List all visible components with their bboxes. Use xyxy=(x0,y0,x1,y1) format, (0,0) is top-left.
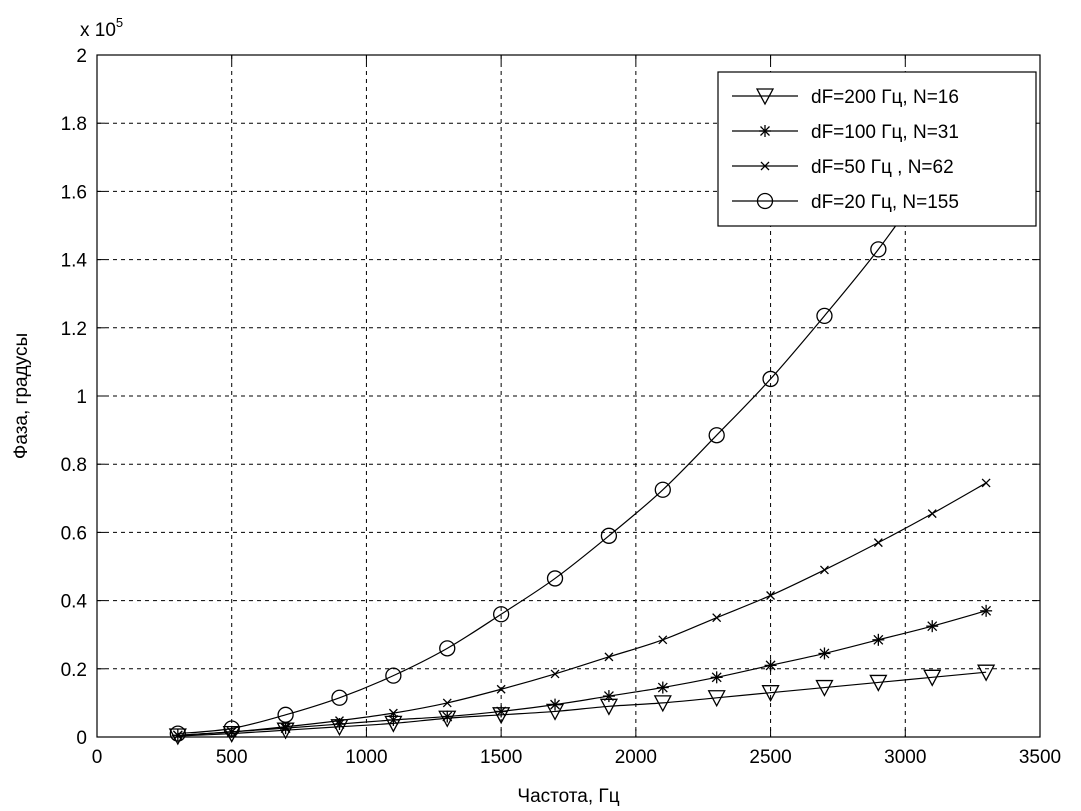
data-point xyxy=(169,725,186,742)
data-point xyxy=(385,667,402,684)
data-point xyxy=(441,710,454,723)
legend-item: dF=100 Гц, N=31 xyxy=(732,122,959,143)
data-point xyxy=(819,565,829,575)
data-point xyxy=(654,481,671,498)
data-point xyxy=(442,698,452,708)
y-tick-label: 0.8 xyxy=(61,455,87,476)
legend-label: dF=100 Гц, N=31 xyxy=(811,122,959,143)
data-point xyxy=(656,681,669,694)
x-tick-label: 2500 xyxy=(749,747,791,768)
data-point xyxy=(708,427,725,444)
legend-box xyxy=(717,71,1037,227)
data-point xyxy=(277,706,294,723)
x-tick-label: 3000 xyxy=(884,747,926,768)
legend-marker xyxy=(760,161,770,171)
y-tick-label: 0.4 xyxy=(61,592,88,613)
y-tick-label: 1.6 xyxy=(61,182,87,203)
series-line xyxy=(177,610,987,736)
data-point xyxy=(600,527,618,544)
data-point xyxy=(335,716,344,726)
series-line xyxy=(177,173,933,735)
legend-marker xyxy=(756,192,774,210)
data-point xyxy=(707,690,726,708)
data-point xyxy=(816,307,833,325)
axis-ticks xyxy=(96,54,1041,738)
data-point xyxy=(492,606,510,623)
series-4 xyxy=(169,166,941,742)
series-3 xyxy=(173,478,991,740)
y-exponent-label: x 105 xyxy=(80,15,123,41)
y-tick-label: 1.8 xyxy=(61,114,87,135)
data-point xyxy=(764,659,777,672)
data-point xyxy=(761,685,780,703)
data-point xyxy=(387,713,400,726)
y-tick-label: 1.4 xyxy=(61,251,88,272)
data-point xyxy=(549,698,562,711)
data-point xyxy=(766,591,776,600)
y-tick-label: 1 xyxy=(76,387,87,408)
x-tick-label: 500 xyxy=(216,747,248,768)
y-tick-label: 0.2 xyxy=(61,660,87,681)
data-point xyxy=(762,370,779,388)
axis-tick-labels: 0 500 1000 1500 2000 2500 3000 3500 0 0.2 0.4 0.6 0.… xyxy=(61,46,1062,768)
data-point xyxy=(980,604,993,617)
y-exponent-power: 5 xyxy=(116,15,123,30)
data-point xyxy=(818,647,831,660)
series-line xyxy=(177,482,987,736)
data-point xyxy=(439,640,456,657)
legend-item: dF=200 Гц, N=16 xyxy=(732,87,959,108)
data-point xyxy=(923,669,942,687)
legend-marker xyxy=(755,88,775,106)
series-layer xyxy=(168,166,996,746)
series-line xyxy=(177,671,987,737)
data-point xyxy=(546,570,564,587)
data-point xyxy=(712,613,722,623)
data-point xyxy=(604,652,614,662)
x-tick-label: 0 xyxy=(92,747,103,768)
data-point xyxy=(926,620,939,633)
y-tick-label: 2 xyxy=(76,46,87,67)
data-point xyxy=(658,635,668,645)
legend-item: dF=20 Гц, N=155 xyxy=(732,192,959,213)
y-axis-title: Фаза, градусы xyxy=(11,333,32,459)
data-point xyxy=(869,674,888,692)
data-point xyxy=(927,509,937,519)
data-point xyxy=(653,695,672,713)
data-point xyxy=(710,671,723,684)
x-tick-label: 2000 xyxy=(615,747,657,768)
data-point xyxy=(281,722,291,732)
data-point xyxy=(279,722,292,735)
data-point xyxy=(872,633,885,646)
series-2 xyxy=(171,604,993,742)
y-tick-label: 1.2 xyxy=(61,319,87,340)
x-tick-label: 1500 xyxy=(480,747,522,768)
data-point xyxy=(331,689,348,706)
y-tick-label: 0.6 xyxy=(61,523,87,544)
data-point xyxy=(173,730,183,740)
data-point xyxy=(495,705,508,718)
legend-label: dF=20 Гц, N=155 xyxy=(811,192,959,213)
data-point xyxy=(981,478,991,488)
data-point xyxy=(873,538,883,548)
legend: dF=200 Гц, N=16 dF=100 Гц, N=31 dF=50 Гц ,… xyxy=(717,71,1037,227)
x-axis-title: Частота, Гц xyxy=(517,786,619,807)
x-tick-label: 3500 xyxy=(1019,747,1061,768)
data-point xyxy=(870,241,887,258)
legend-label: dF=200 Гц, N=16 xyxy=(811,87,959,108)
data-point xyxy=(550,669,560,679)
legend-label: dF=50 Гц , N=62 xyxy=(811,157,954,178)
data-point xyxy=(815,679,834,697)
legend-marker xyxy=(759,125,771,137)
data-point xyxy=(496,684,506,694)
y-exponent-base: x 10 xyxy=(80,20,116,41)
data-point xyxy=(977,664,996,682)
y-tick-label: 0 xyxy=(76,728,87,749)
x-tick-label: 1000 xyxy=(345,747,387,768)
data-point xyxy=(602,690,615,703)
legend-item: dF=50 Гц , N=62 xyxy=(732,157,954,178)
data-point xyxy=(388,708,398,718)
